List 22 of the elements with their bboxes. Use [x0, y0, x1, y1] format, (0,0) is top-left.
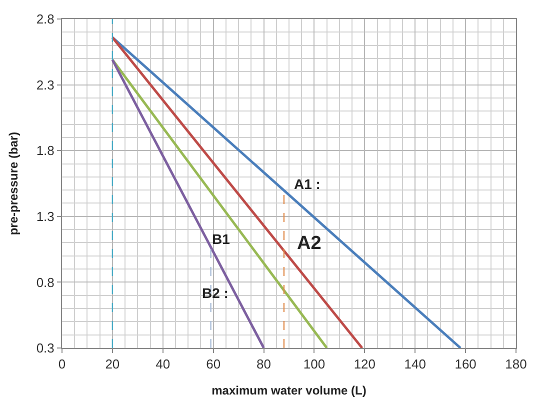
- x-tick-label: 60: [206, 356, 221, 372]
- annotation: A1 :: [294, 176, 320, 192]
- x-tick-label: 120: [354, 356, 376, 372]
- y-tick-label: 1.8: [36, 143, 54, 158]
- y-axis-title: pre-pressure (bar): [6, 132, 21, 236]
- annotation: B1: [212, 231, 230, 247]
- annotation: A2: [297, 233, 322, 254]
- x-tick-label: 20: [105, 356, 120, 372]
- y-tick-label: 2.3: [36, 77, 54, 92]
- x-tick-label: 140: [404, 356, 426, 372]
- y-tick-label: 1.3: [36, 208, 54, 224]
- x-tick-label: 160: [454, 356, 476, 372]
- y-tick-label: 2.8: [36, 12, 54, 27]
- x-tick-label: 80: [256, 356, 272, 372]
- x-tick-label: 180: [505, 356, 527, 372]
- x-tick-label: 100: [303, 356, 326, 372]
- y-tick-label: 0.3: [36, 340, 54, 356]
- x-tick-label: 40: [156, 356, 170, 372]
- x-axis-title: maximum water volume (L): [212, 384, 366, 398]
- annotation: B2 :: [202, 285, 228, 301]
- y-tick-label: 0.8: [36, 274, 54, 290]
- x-tick-label: 0: [58, 356, 66, 372]
